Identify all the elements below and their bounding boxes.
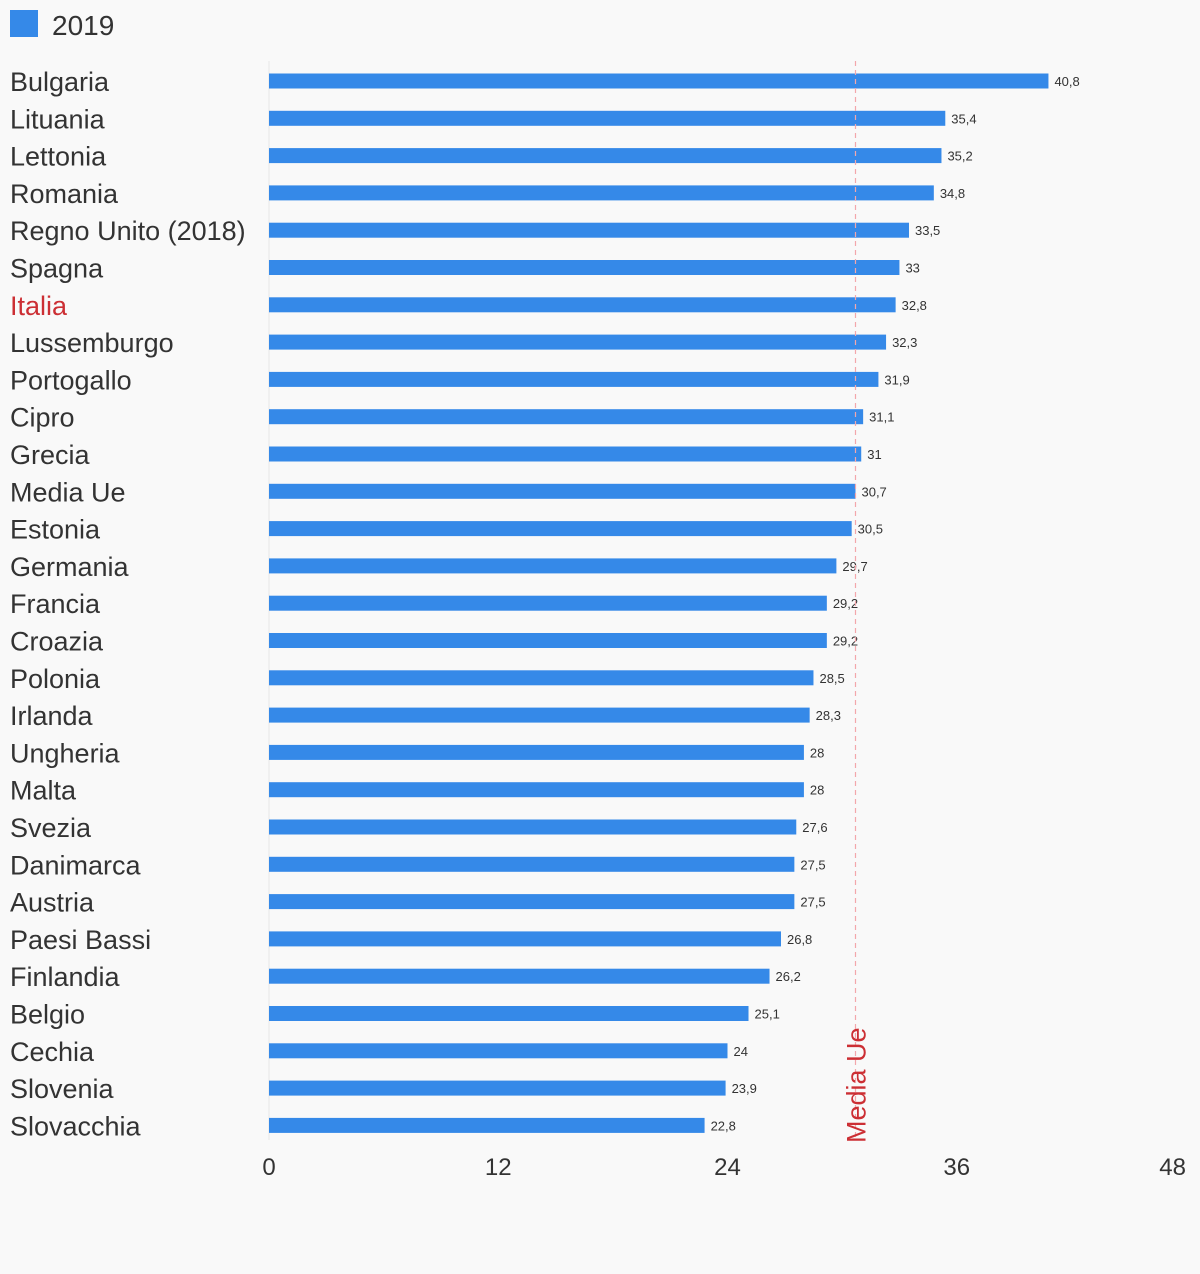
data-label: 32,3	[892, 335, 917, 350]
bar	[269, 968, 770, 984]
category-label: Lituania	[10, 104, 106, 134]
data-label: 23,9	[732, 1081, 757, 1096]
data-label: 31,1	[869, 410, 894, 425]
legend: 2019	[10, 9, 115, 42]
data-label: 22,8	[711, 1118, 736, 1133]
category-label: Italia	[10, 291, 68, 321]
category-label: Portogallo	[10, 365, 132, 395]
bar	[269, 1043, 728, 1059]
category-label: Austria	[10, 888, 95, 918]
category-label: Finlandia	[10, 962, 121, 992]
bar	[269, 222, 909, 238]
data-label: 32,8	[902, 298, 927, 313]
data-label: 29,2	[833, 634, 858, 649]
bar	[269, 707, 810, 723]
category-label: Cipro	[10, 403, 75, 433]
category-label: Bulgaria	[10, 67, 110, 97]
data-label: 30,7	[861, 484, 886, 499]
bar	[269, 297, 896, 313]
category-label: Malta	[10, 776, 77, 806]
bar	[269, 744, 804, 760]
legend-label: 2019	[52, 10, 115, 41]
bar	[269, 1006, 749, 1021]
category-label: Regno Unito (2018)	[10, 216, 246, 246]
bar	[269, 148, 942, 164]
category-label: Paesi Bassi	[10, 925, 151, 955]
data-label: 28,3	[816, 708, 841, 723]
data-label: 33,5	[915, 223, 940, 238]
bar	[269, 1080, 726, 1096]
data-label: 40,8	[1054, 74, 1079, 89]
category-label: Media Ue	[10, 477, 126, 507]
bar	[269, 670, 814, 686]
category-label: Ungheria	[10, 738, 121, 768]
category-label: Belgio	[10, 1000, 85, 1030]
bar	[269, 334, 887, 350]
category-label: Estonia	[10, 515, 101, 545]
bar	[269, 110, 946, 126]
reference-line-label: Media Ue	[841, 1027, 871, 1143]
bar	[269, 483, 856, 499]
category-label: Cechia	[10, 1037, 95, 1067]
data-label: 27,5	[800, 857, 825, 872]
category-label: Croazia	[10, 627, 104, 657]
data-label: 33	[905, 261, 919, 276]
bar	[269, 856, 795, 872]
x-tick-label: 12	[485, 1154, 512, 1181]
category-label: Spagna	[10, 254, 104, 284]
bar	[269, 633, 827, 648]
category-label: Romania	[10, 179, 119, 209]
bar	[269, 819, 797, 835]
data-label: 25,1	[755, 1007, 780, 1022]
legend-swatch	[10, 9, 38, 37]
data-label: 29,2	[833, 596, 858, 611]
category-label: Slovacchia	[10, 1111, 142, 1141]
category-label: Grecia	[10, 440, 91, 470]
x-tick-label: 36	[943, 1154, 970, 1181]
data-label: 31,9	[884, 372, 909, 387]
data-label: 28	[810, 783, 824, 798]
bar	[269, 558, 837, 574]
data-label: 35,4	[951, 111, 976, 126]
category-label: Germania	[10, 552, 130, 582]
bar	[269, 521, 852, 537]
data-label: 27,5	[800, 895, 825, 910]
x-tick-label: 48	[1159, 1154, 1186, 1181]
bar	[269, 185, 934, 201]
x-tick-label: 24	[714, 1154, 741, 1181]
category-label: Polonia	[10, 664, 101, 694]
bar	[269, 931, 781, 947]
bar	[269, 260, 900, 275]
bar	[269, 446, 862, 462]
data-label: 35,2	[947, 149, 972, 164]
data-label: 26,2	[776, 969, 801, 984]
category-label: Irlanda	[10, 701, 94, 731]
data-label: 24	[734, 1044, 748, 1059]
data-label: 27,6	[802, 820, 827, 835]
data-label: 28,5	[819, 671, 844, 686]
data-label: 34,8	[940, 186, 965, 201]
bar	[269, 894, 795, 910]
x-tick-label: 0	[262, 1154, 275, 1181]
data-label: 28	[810, 745, 824, 760]
bar	[269, 1117, 705, 1133]
category-label: Francia	[10, 589, 101, 619]
category-label: Svezia	[10, 813, 92, 843]
category-label: Danimarca	[10, 850, 142, 880]
data-label: 30,5	[858, 522, 883, 537]
category-label: Lettonia	[10, 142, 107, 172]
bar	[269, 595, 827, 611]
category-label: Lussemburgo	[10, 328, 174, 358]
data-label: 31	[867, 447, 881, 462]
data-label: 26,8	[787, 932, 812, 947]
bar	[269, 73, 1049, 89]
category-label: Slovenia	[10, 1074, 115, 1104]
bar	[269, 409, 864, 425]
bar	[269, 782, 804, 798]
bar	[269, 371, 879, 387]
